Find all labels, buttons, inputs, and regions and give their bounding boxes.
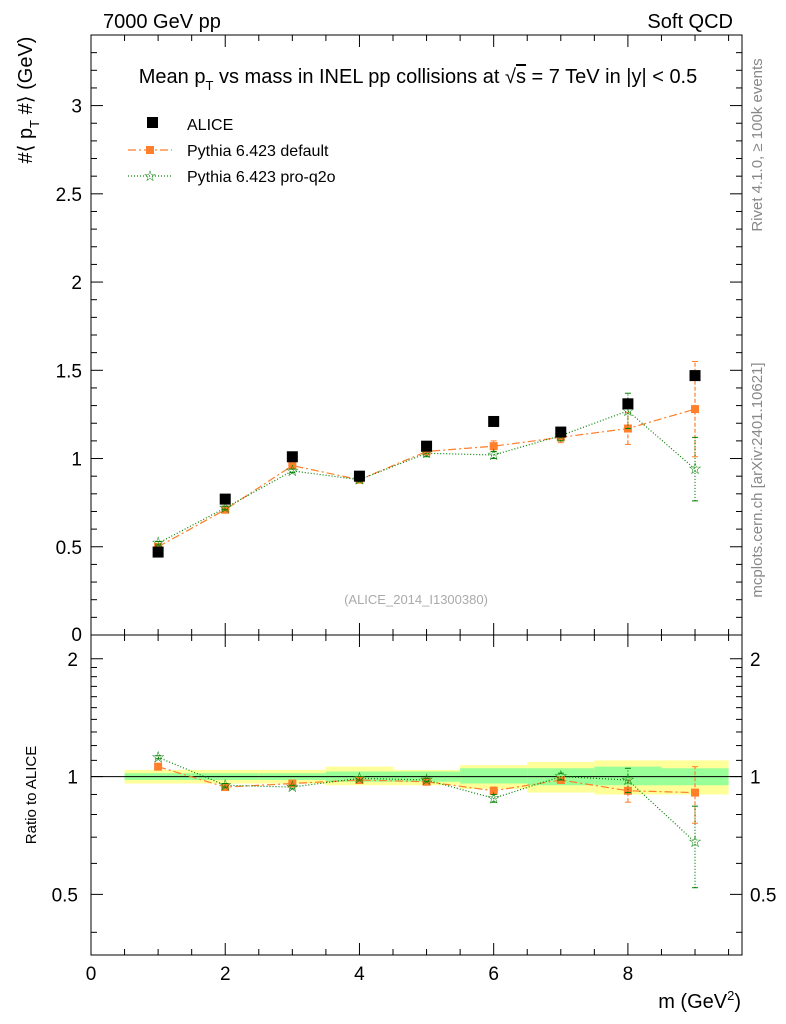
ratio-y-tick-label-right: 0.5	[750, 885, 776, 906]
green-band-bin	[460, 768, 528, 784]
main-alice-point	[219, 493, 231, 505]
main-ylabel: #⟨ pT #⟩ (GeV)	[15, 37, 42, 164]
x-tick-label: 4	[354, 964, 365, 985]
ratio-panel-frame	[90, 634, 743, 956]
x-tick-label: 6	[488, 964, 499, 985]
legend: ALICE Pythia 6.423 default ☆ Pythia 6.42…	[128, 117, 336, 186]
main-proq2o-point: ☆	[285, 463, 299, 480]
ratio-ylabel: Ratio to ALICE	[23, 746, 40, 844]
legend-label-proq2o: Pythia 6.423 pro-q2o	[187, 169, 336, 186]
ratio-default-line	[157, 766, 696, 794]
y-tick-label: 1	[71, 450, 82, 471]
legend-label-default: Pythia 6.423 default	[187, 143, 329, 160]
ratio-default-point	[489, 786, 498, 795]
ratio-proq2o-point: ☆	[285, 779, 299, 796]
process-label: Soft QCD	[647, 11, 733, 33]
legend-label-alice: ALICE	[187, 117, 233, 134]
legend-marker-proq2o: ☆	[143, 168, 156, 185]
axes: 0 2 4 6 8 0.5 1 1.5 2 2.5 3 0 0.5 0.5 1 1 2 2	[52, 35, 776, 985]
main-alice-point	[689, 370, 701, 382]
ratio-proq2o-point: ☆	[352, 770, 366, 787]
green-band-bin	[594, 766, 662, 786]
y-tick-label: 2	[71, 273, 82, 294]
main-alice-point	[353, 470, 365, 482]
main-proq2o-line	[157, 410, 696, 544]
main-default-point	[489, 442, 498, 451]
ratio-default-point	[623, 786, 632, 795]
rivet-label: Rivet 4.1.0, ≥ 100k events	[749, 58, 766, 231]
main-proq2o-point: ☆	[688, 461, 702, 478]
x-tick-label: 0	[86, 964, 97, 985]
ratio-proq2o-point: ☆	[621, 772, 635, 789]
main-default-point	[691, 405, 700, 414]
y-tick-label: 2.5	[56, 185, 82, 206]
legend-marker-default	[146, 146, 154, 154]
data-series: ☆☆☆☆☆☆☆☆☆☆☆☆☆☆☆☆☆☆	[151, 360, 702, 889]
plot-title: Mean pT vs mass in INEL pp collisions at…	[139, 66, 698, 93]
ratio-proq2o-point: ☆	[554, 769, 568, 786]
mcplots-label: mcplots.cern.ch [arXiv:2401.10621]	[749, 362, 766, 597]
y-tick-label: 3	[71, 97, 82, 118]
ratio-proq2o-line	[157, 756, 696, 843]
ratio-xlabel: m (GeV2)	[658, 988, 741, 1013]
analysis-watermark: (ALICE_2014_I1300380)	[344, 592, 488, 607]
legend-marker-alice	[147, 117, 158, 128]
ratio-y-tick-label-right: 1	[750, 768, 761, 789]
y-tick-label: 1.5	[56, 361, 82, 382]
ratio-y-tick-label: 0.5	[52, 885, 78, 906]
x-tick-label: 8	[623, 964, 634, 985]
ratio-y-tick-label-right: 2	[750, 650, 761, 671]
ratio-y-tick-label: 1	[67, 768, 78, 789]
ratio-default-point	[288, 779, 297, 788]
main-alice-point	[152, 546, 164, 558]
ratio-default-point	[691, 788, 700, 797]
main-default-line	[157, 408, 696, 548]
y-tick-label: 0.5	[56, 538, 82, 559]
main-alice-point	[286, 451, 298, 463]
ratio-proq2o-point: ☆	[419, 772, 433, 789]
ratio-y-tick-label: 2	[67, 650, 78, 671]
main-default-point	[288, 461, 297, 470]
y-tick-label: 0	[71, 625, 82, 646]
main-alice-point	[622, 398, 634, 410]
energy-label: 7000 GeV pp	[103, 11, 221, 33]
main-alice-point	[488, 415, 500, 427]
ratio-proq2o-point: ☆	[218, 777, 232, 794]
x-tick-label: 2	[220, 964, 231, 985]
ratio-default-point	[154, 762, 163, 771]
ratio-proq2o-point: ☆	[688, 834, 702, 851]
main-alice-point	[555, 426, 567, 438]
main-alice-point	[421, 440, 433, 452]
main-proq2o-point: ☆	[487, 447, 501, 464]
ratio-proq2o-point: ☆	[487, 790, 501, 807]
ratio-proq2o-point: ☆	[151, 749, 165, 766]
